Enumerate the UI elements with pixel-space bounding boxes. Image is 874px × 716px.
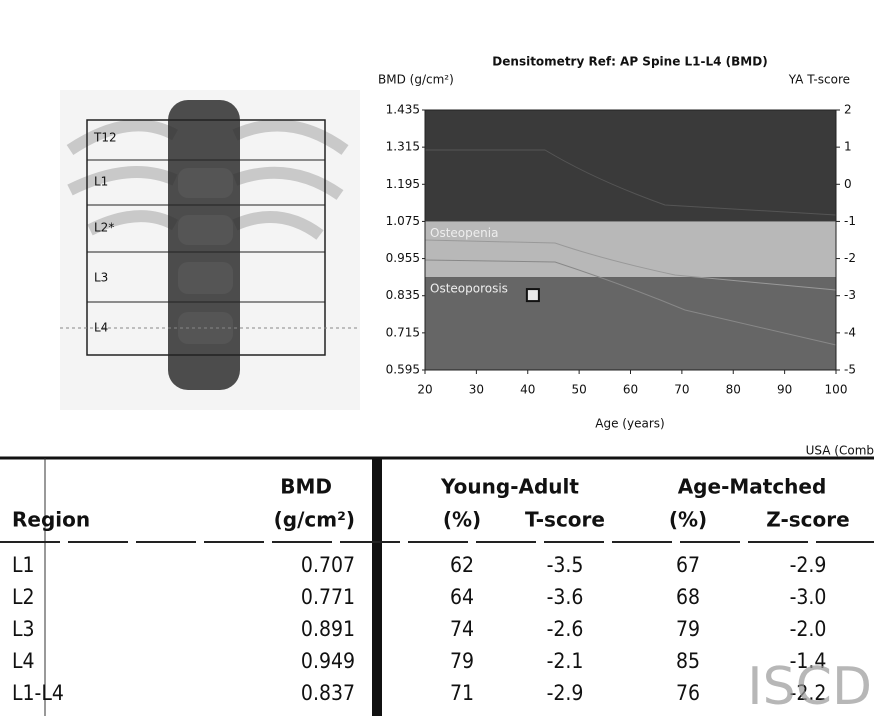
y2-tick-label: 2 bbox=[844, 103, 852, 117]
table-cell: 0.707 bbox=[301, 553, 355, 577]
x-tick-label: 70 bbox=[674, 383, 689, 397]
table-cell: -1.4 bbox=[790, 649, 827, 673]
table-cell: 0.949 bbox=[301, 649, 355, 673]
table-cell: 64 bbox=[450, 585, 474, 609]
table-cell: -3.5 bbox=[547, 553, 584, 577]
x-tick-label: 20 bbox=[417, 383, 432, 397]
reference-curve bbox=[425, 149, 837, 216]
table-cell: 68 bbox=[676, 585, 700, 609]
y2-tick-label: -4 bbox=[844, 325, 856, 339]
y-tick-label: 0.595 bbox=[386, 363, 420, 377]
table-cell: 62 bbox=[450, 553, 474, 577]
watermark: ISCD bbox=[747, 657, 872, 716]
table-cell: 79 bbox=[676, 617, 700, 641]
table-cell: -2.9 bbox=[547, 681, 584, 705]
band bbox=[425, 221, 836, 278]
y-tick-label: 0.955 bbox=[386, 251, 420, 265]
y-tick-label: 1.075 bbox=[386, 214, 420, 228]
band-label: Osteopenia bbox=[430, 226, 498, 240]
table-cell: 79 bbox=[450, 649, 474, 673]
data-point bbox=[525, 288, 540, 303]
table-cell: -2.9 bbox=[790, 553, 827, 577]
table-cell: -2.6 bbox=[547, 617, 584, 641]
band bbox=[425, 277, 836, 370]
reference-curve bbox=[424, 259, 837, 346]
table-cell: 0.837 bbox=[301, 681, 355, 705]
y-tick-label: 0.715 bbox=[386, 325, 420, 339]
column-header: (%) bbox=[669, 508, 707, 532]
y2-tick-label: -2 bbox=[844, 251, 856, 265]
table-cell: 85 bbox=[676, 649, 700, 673]
y2-tick-label: 0 bbox=[844, 177, 852, 191]
table-cell: 0.891 bbox=[301, 617, 355, 641]
vertebra-label: T12 bbox=[93, 131, 117, 145]
table-cell: 74 bbox=[450, 617, 474, 641]
table-cell: L1-L4 bbox=[12, 681, 64, 705]
reference-curve bbox=[424, 239, 837, 291]
vertebra-label: L1 bbox=[94, 175, 108, 189]
group-header: BMD bbox=[280, 475, 332, 499]
column-header: Region bbox=[12, 508, 90, 532]
table-cell: L4 bbox=[12, 649, 35, 673]
y2-tick-label: -3 bbox=[844, 288, 856, 302]
y-tick-label: 1.315 bbox=[386, 140, 420, 154]
column-header: T-score bbox=[525, 508, 605, 532]
chart-title: Densitometry Ref: AP Spine L1-L4 (BMD) bbox=[492, 55, 767, 69]
x-tick-label: 100 bbox=[825, 383, 848, 397]
table-cell: -2.2 bbox=[790, 681, 827, 705]
y-tick-label: 1.435 bbox=[386, 103, 420, 117]
x-tick-label: 50 bbox=[571, 383, 586, 397]
band-label: Osteoporosis bbox=[430, 282, 508, 296]
y2-axis-label: YA T-score bbox=[788, 73, 850, 87]
column-header: (g/cm²) bbox=[274, 508, 355, 532]
footer: USA (Comb bbox=[806, 444, 874, 458]
table-divider bbox=[372, 458, 382, 716]
y2-tick-label: 1 bbox=[844, 140, 852, 154]
x-tick-label: 80 bbox=[726, 383, 741, 397]
group-header: Young-Adult bbox=[440, 475, 579, 499]
table-cell: L3 bbox=[12, 617, 35, 641]
table-cell: -3.0 bbox=[790, 585, 827, 609]
x-tick-label: 40 bbox=[520, 383, 535, 397]
table-cell: L2 bbox=[12, 585, 35, 609]
x-axis-label: Age (years) bbox=[595, 417, 664, 431]
x-tick-label: 90 bbox=[777, 383, 792, 397]
table-cell: L1 bbox=[12, 553, 35, 577]
y2-tick-label: -5 bbox=[844, 363, 856, 377]
table-cell: -2.1 bbox=[547, 649, 584, 673]
x-tick-label: 30 bbox=[469, 383, 484, 397]
column-header: (%) bbox=[443, 508, 481, 532]
vertebra-label: L4 bbox=[94, 321, 108, 335]
column-header: Z-score bbox=[766, 508, 849, 532]
table-cell: -2.0 bbox=[790, 617, 827, 641]
vertebra-label: L3 bbox=[94, 271, 108, 285]
group-header: Age-Matched bbox=[678, 475, 827, 499]
table-cell: 67 bbox=[676, 553, 700, 577]
table-cell: 71 bbox=[450, 681, 474, 705]
spine-image bbox=[60, 90, 360, 410]
x-tick-label: 60 bbox=[623, 383, 638, 397]
table-area bbox=[0, 458, 874, 716]
table-cell: 0.771 bbox=[301, 585, 355, 609]
y-tick-label: 0.835 bbox=[386, 288, 420, 302]
y2-tick-label: -1 bbox=[844, 214, 856, 228]
table-cell: -3.6 bbox=[547, 585, 584, 609]
y-tick-label: 1.195 bbox=[386, 177, 420, 191]
y-axis-label: BMD (g/cm²) bbox=[378, 73, 454, 87]
table-cell: 76 bbox=[676, 681, 700, 705]
vertebra-label: L2* bbox=[94, 221, 114, 235]
